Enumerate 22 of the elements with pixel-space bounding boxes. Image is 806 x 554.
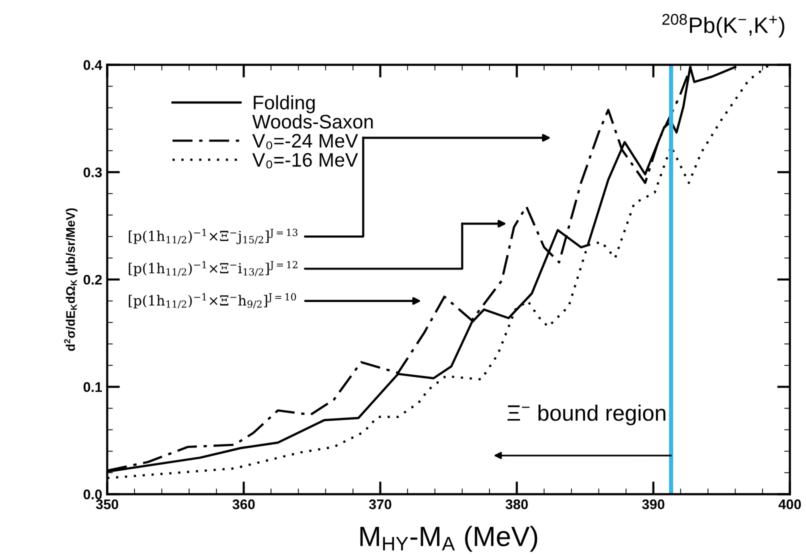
- text: [p(1h$_{11/2}$)$^{−1}$×Ξ$^{−}$j$_{15/2}$]$^{J=13}$: [128, 228, 298, 244]
- x-tick-label: 350: [96, 499, 118, 510]
- y-axis-title: d$^{2}$σ/dE$_{K}$dΩ$_{K}$ (μb/sr/MeV): [64, 208, 78, 351]
- ref-line-label: Ξ$^{−}$ bound region: [508, 404, 666, 426]
- y-tick-label: 0.0: [84, 490, 102, 500]
- x-tick-label: 400: [778, 499, 801, 510]
- chart-title: $^{208}$Pb(K$^{−}$,K$^{+}$): [662, 14, 784, 38]
- annotation: Woods-Saxon: [252, 114, 373, 129]
- x-tick-label: 390: [642, 499, 664, 510]
- y-tick-label: 0.3: [84, 167, 102, 178]
- x-tick-label: 360: [232, 499, 255, 510]
- y-tick-label: 0.2: [84, 274, 102, 285]
- legend-label: V₀=-16 MeV: [252, 153, 358, 168]
- y-tick-label: 0.4: [84, 60, 102, 70]
- y-tick-label: 0.1: [84, 382, 102, 392]
- legend-label: V₀=-24 MeV: [252, 134, 358, 150]
- x-tick-label: 380: [506, 499, 528, 510]
- x-axis-title: M$_{HY}$-M$_{A}$ (MeV): [360, 526, 538, 552]
- text: [p(1h$_{11/2}$)$^{−1}$×Ξ$^{−}$i$_{13/2}$]$^{J=12}$: [128, 260, 298, 276]
- legend-label: Folding: [254, 95, 315, 114]
- text: [p(1h$_{11/2}$)$^{−1}$×Ξ$^{−}$h$_{9/2}$]$^{J=10}$: [128, 293, 296, 309]
- x-tick-label: 370: [369, 499, 392, 510]
